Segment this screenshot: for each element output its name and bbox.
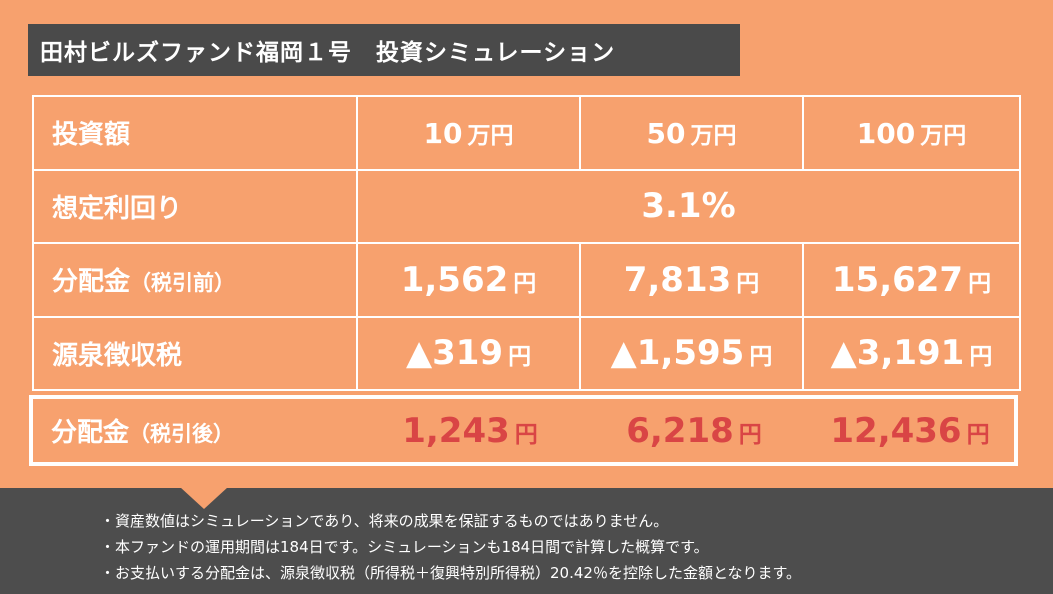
disclaimer-notes: ・資産数値はシミュレーションであり、将来の成果を保証するものではありません。 ・… [0, 488, 1053, 594]
amount-cell-1: 10 万円 [356, 95, 581, 171]
amount-cell-3: 100 万円 [802, 95, 1021, 171]
note-item: ・資産数値はシミュレーションであり、将来の成果を保証するものではありません。 [100, 512, 669, 530]
page-title: 田村ビルズファンド福岡１号 投資シミュレーション [28, 24, 740, 76]
amount-cell-2: 50 万円 [579, 95, 804, 171]
table-row-before-tax: 分配金（税引前） 1,562 円 7,813 円 15,627 円 [32, 242, 1021, 318]
after-tax-cell-2: 6,218 円 [626, 410, 762, 451]
withholding-cell-3: ▲3,191 円 [802, 315, 1021, 391]
rate-value: 3.1% [356, 168, 1021, 244]
row-label-after-tax: 分配金（税引後） [51, 418, 235, 448]
row-label-amount: 投資額 [32, 95, 358, 171]
after-tax-highlight-row: 分配金（税引後） 1,243 円 6,218 円 12,436 円 [29, 395, 1018, 466]
after-tax-cell-3: 12,436 円 [830, 410, 990, 451]
table-row-rate: 想定利回り 3.1% [32, 168, 1021, 244]
row-label-withholding: 源泉徴収税 [32, 315, 358, 391]
withholding-cell-2: ▲1,595 円 [579, 315, 804, 391]
pointer-triangle-icon [180, 487, 228, 509]
after-tax-cell-1: 1,243 円 [402, 410, 538, 451]
table-row-withholding: 源泉徴収税 ▲319 円 ▲1,595 円 ▲3,191 円 [32, 315, 1021, 391]
row-label-before-tax: 分配金（税引前） [32, 242, 358, 318]
row-label-rate: 想定利回り [32, 168, 358, 244]
note-item: ・本ファンドの運用期間は184日です。シミュレーションも184日間で計算した概算… [100, 538, 709, 556]
before-tax-cell-1: 1,562 円 [356, 242, 581, 318]
simulation-table: 投資額 10 万円 50 万円 100 万円 想定利回り 3.1% 分配金（税引前） … [32, 95, 1021, 391]
before-tax-cell-3: 15,627 円 [802, 242, 1021, 318]
note-item: ・お支払いする分配金は、源泉徴収税（所得税＋復興特別所得税）20.42％を控除し… [100, 564, 801, 582]
before-tax-cell-2: 7,813 円 [579, 242, 804, 318]
withholding-cell-1: ▲319 円 [356, 315, 581, 391]
table-row-amount: 投資額 10 万円 50 万円 100 万円 [32, 95, 1021, 171]
